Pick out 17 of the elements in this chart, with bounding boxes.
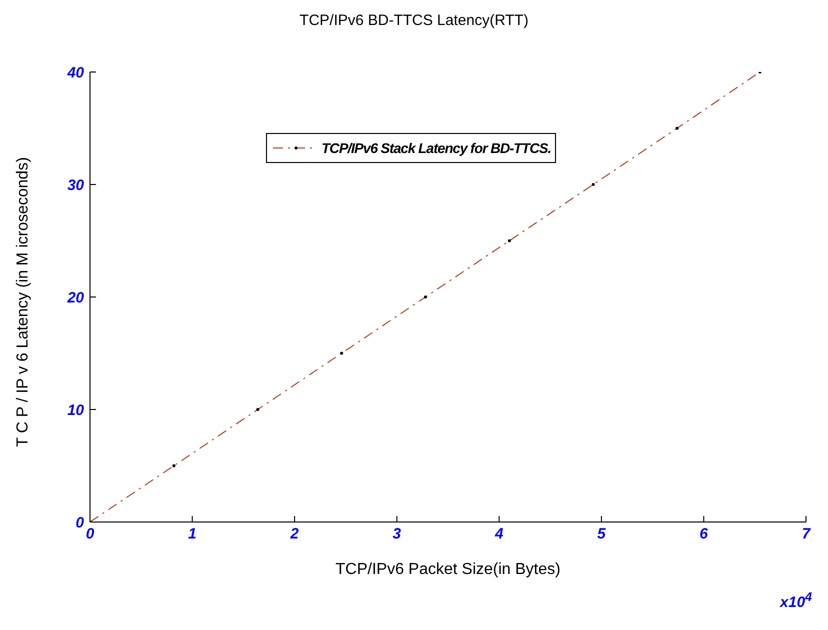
x-tick-label: 3 bbox=[392, 526, 402, 543]
x-tick-label: 1 bbox=[188, 526, 196, 543]
x-tick-label: 2 bbox=[289, 526, 300, 543]
y-tick-label: 30 bbox=[67, 176, 85, 194]
y-axis-title: T C P / IP v 6 Latency (in M icroseconds) bbox=[14, 157, 32, 447]
y-tick-label: 20 bbox=[66, 289, 85, 306]
y-tick-label: 0 bbox=[76, 514, 85, 532]
legend-label: TCP/IPv6 Stack Latency for BD-TTCS. bbox=[321, 140, 551, 156]
x-tick-label: 6 bbox=[700, 526, 709, 543]
x-tick-label: 5 bbox=[597, 526, 606, 543]
y-tick-label: 40 bbox=[66, 64, 85, 82]
y-tick-label: 10 bbox=[67, 402, 85, 419]
x-tick-label: 7 bbox=[802, 526, 811, 543]
x-axis-title: TCP/IPv6 Packet Size(in Bytes) bbox=[336, 561, 560, 578]
x-tick-label: 4 bbox=[494, 526, 504, 543]
text: x10$^{4}$ bbox=[780, 590, 812, 611]
chart-title: TCP/IPv6 BD-TTCS Latency(RTT) bbox=[298, 12, 530, 29]
